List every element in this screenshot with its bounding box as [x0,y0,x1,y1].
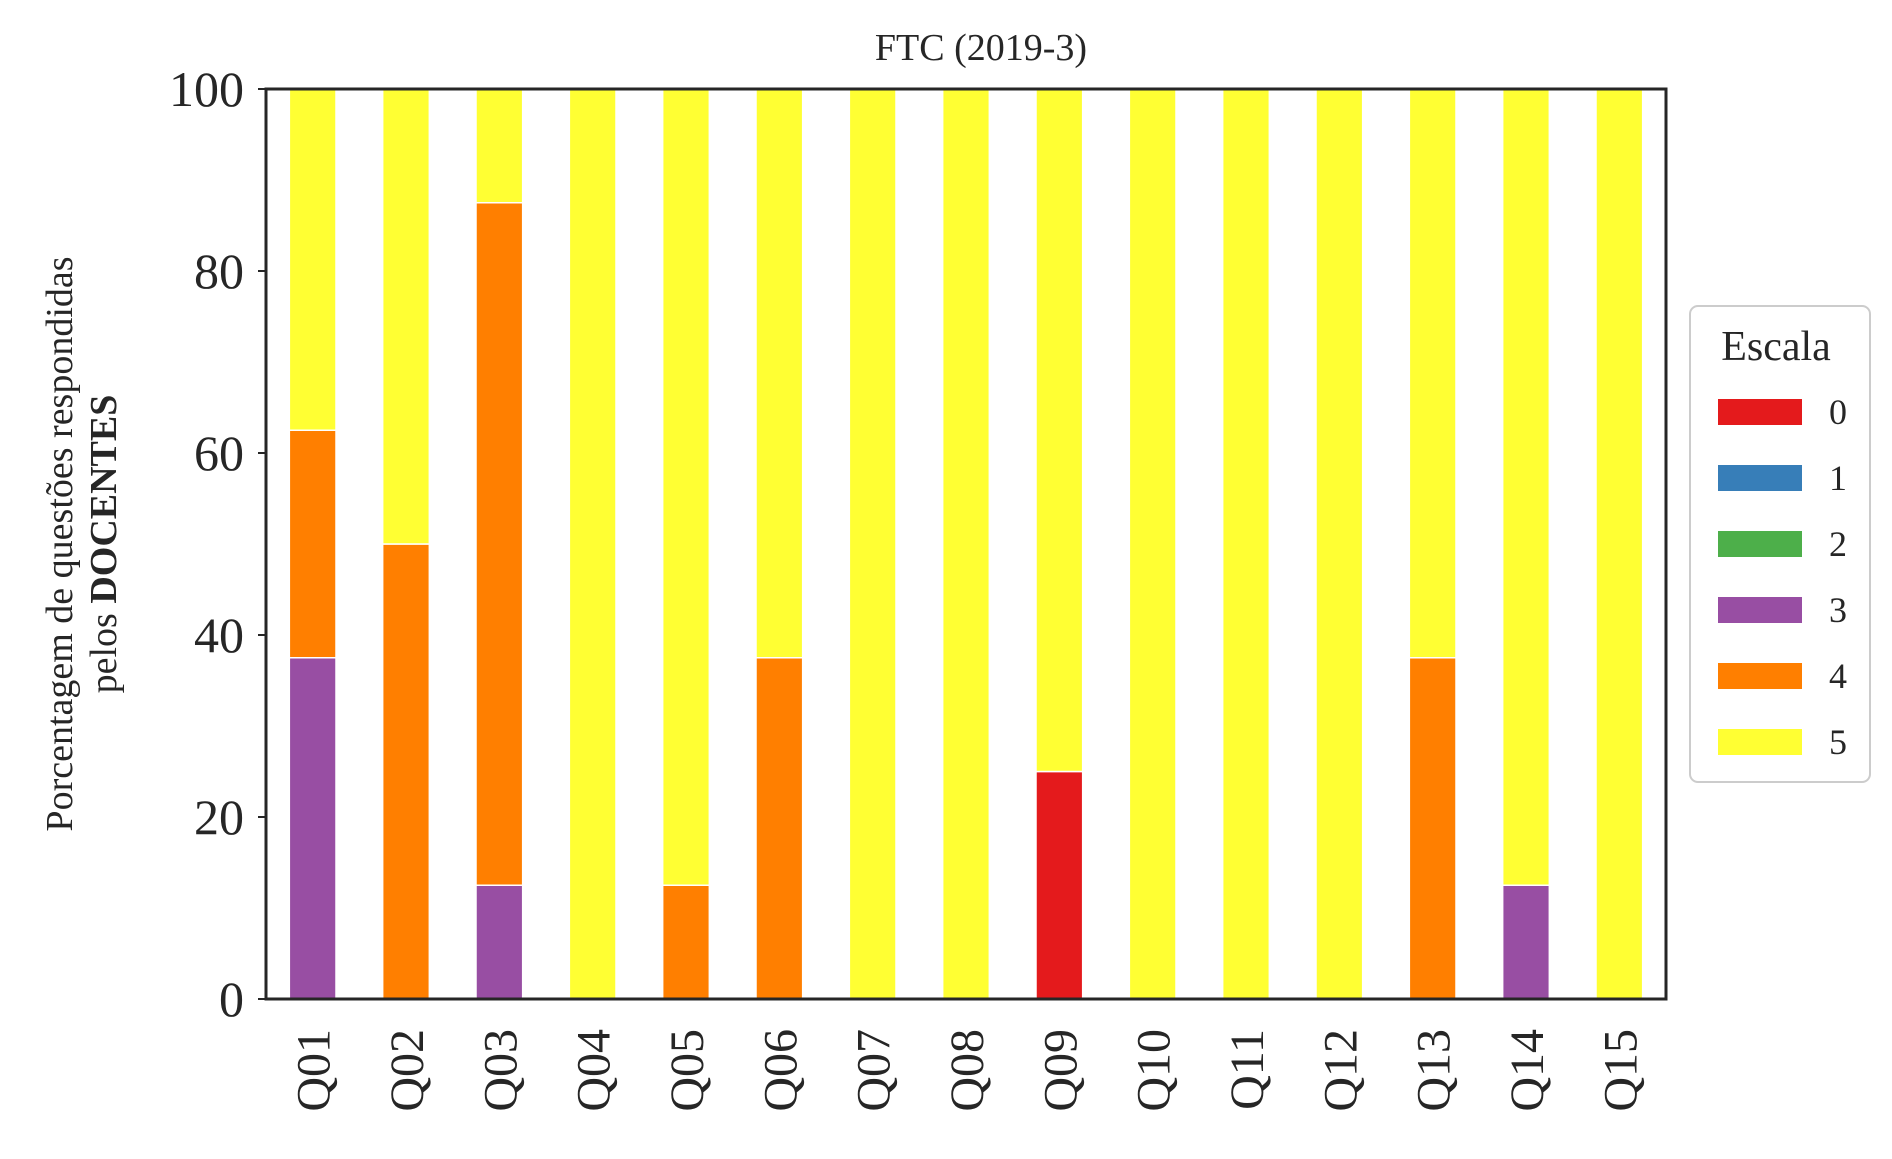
y-tick-label: 100 [169,61,244,117]
legend-title: Escala [1721,324,1831,370]
bar-q02-scale-4 [381,543,431,1000]
bar-q13-scale-4 [1408,657,1457,1000]
bar-q01-scale-5 [288,88,337,431]
bars-group [288,88,1644,1000]
bar-q09-scale-5 [1035,88,1084,773]
x-tick-label: Q04 [568,1029,621,1112]
bar-q14-scale-3 [1501,884,1551,1000]
bar-q03-scale-5 [475,88,524,204]
y-axis-label-line1: Porcentagem de questões respondidas [39,256,81,831]
legend-swatch-4 [1718,663,1802,689]
x-tick-label: Q11 [1221,1029,1274,1110]
bar-q14-scale-5 [1501,88,1551,886]
bar-q03-scale-4 [475,202,524,886]
x-tick-label: Q15 [1594,1029,1647,1112]
y-tick-label: 0 [219,971,244,1027]
bar-q04-scale-5 [568,88,617,1000]
x-tick-label: Q13 [1408,1029,1461,1112]
x-tick-label: Q10 [1128,1029,1181,1112]
x-tick-label: Q14 [1501,1029,1554,1112]
y-ticks-group: 0 20 40 60 80 100 [169,61,266,1027]
bar-q08-scale-5 [941,88,991,1000]
legend-swatch-5 [1718,729,1802,755]
legend-label-2: 2 [1829,524,1847,564]
bar-q05-scale-5 [661,88,711,886]
legend-label-1: 1 [1829,458,1847,498]
bar-q11-scale-5 [1221,88,1271,1000]
legend-swatch-3 [1718,597,1802,623]
x-tick-label: Q09 [1034,1029,1087,1112]
x-tick-label: Q08 [941,1029,994,1112]
bar-q05-scale-4 [661,884,711,1000]
y-tick-label: 40 [194,607,244,663]
y-axis-label-prefix: pelos [83,604,125,694]
x-tick-label: Q01 [288,1029,341,1112]
y-axis-label: Porcentagem de questões respondidas pelo… [39,256,125,831]
y-tick-label: 80 [194,243,244,299]
bar-q13-scale-5 [1408,88,1457,659]
y-tick-label: 20 [194,789,244,845]
bar-q06-scale-4 [755,657,804,1000]
x-tick-label: Q05 [661,1029,714,1112]
legend-label-3: 3 [1829,590,1847,630]
bar-q15-scale-5 [1595,88,1644,1000]
x-tick-label: Q02 [381,1029,434,1112]
legend-label-0: 0 [1829,392,1847,432]
y-axis-label-line2: pelos DOCENTES [83,395,125,694]
legend-label-5: 5 [1829,722,1847,762]
x-tick-label: Q12 [1314,1029,1367,1112]
legend: Escala 0 1 2 3 4 5 [1689,305,1871,783]
x-tick-label: Q07 [848,1029,901,1112]
x-tick-label: Q06 [754,1029,807,1112]
bar-q12-scale-5 [1315,88,1364,1000]
bar-q03-scale-3 [475,884,524,1000]
bar-q02-scale-5 [381,88,431,545]
legend-swatch-0 [1718,399,1802,425]
bar-q07-scale-5 [848,88,897,1000]
plot-frame [264,87,1668,1001]
bar-q09-scale-0 [1035,770,1084,1000]
legend-label-4: 4 [1829,656,1847,696]
y-tick-label: 60 [194,425,244,481]
legend-items: 0 1 2 3 4 5 [1718,392,1847,762]
legend-swatch-1 [1718,465,1802,491]
bar-q06-scale-5 [755,88,804,659]
x-tick-label: Q03 [474,1029,527,1112]
bar-q01-scale-3 [288,657,337,1000]
bar-q10-scale-5 [1128,88,1177,1000]
chart-title: FTC (2019-3) [875,27,1087,69]
x-ticks-group: Q01 Q02 Q03 Q04 Q05 Q06 Q07 Q08 Q09 Q10 Q11 Q12 Q13 Q… [288,1029,1648,1112]
y-axis-label-bold: DOCENTES [83,395,125,604]
bar-q01-scale-4 [288,429,337,659]
legend-swatch-2 [1718,531,1802,557]
